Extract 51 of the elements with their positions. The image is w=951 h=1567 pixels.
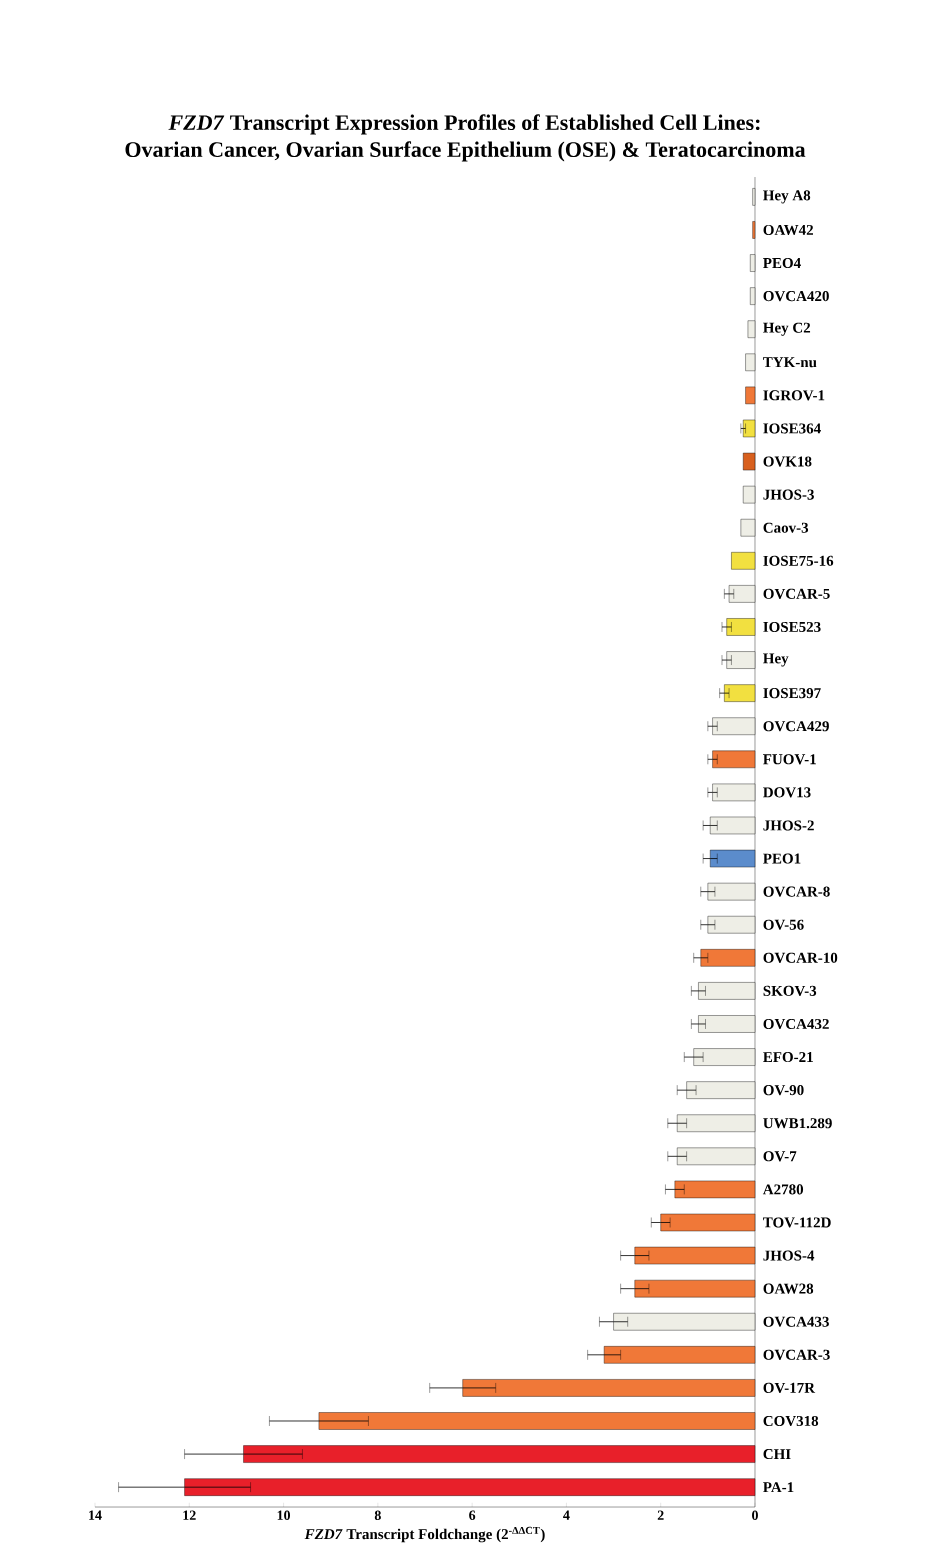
x-tick-label: 8 (374, 1510, 381, 1520)
y-tick-label: OAW28 (763, 1283, 814, 1294)
y-tick-label: CHI (763, 1449, 791, 1460)
y-tick-label: OVK18 (763, 456, 812, 467)
y-tick-label: IOSE523 (763, 621, 821, 633)
x-tick-label: 2 (657, 1510, 664, 1520)
chart-subtitle: Ovarian Cancer, Ovarian Surface Epithelium (OSE) & Teratocarcinoma (125, 141, 806, 162)
y-tick-label: FUOV-1 (763, 754, 816, 765)
y-tick-label: OVCAR-10 (763, 952, 838, 963)
x-tick-label: 4 (563, 1510, 570, 1520)
x-tick-label: 0 (752, 1510, 758, 1520)
y-tick-label: PEO4 (763, 258, 801, 269)
y-tick-label: OVCAR-3 (763, 1349, 830, 1360)
y-tick-label: OVCA429 (763, 721, 829, 732)
y-tick-label: OV-17R (763, 1382, 816, 1393)
y-tick-label: Hey A8 (763, 190, 811, 204)
y-tick-label: IOSE75-16 (763, 555, 834, 566)
y-tick-label: OVCA420 (763, 291, 829, 302)
x-axis-title: FZD7 Transcript Foldchange (2$^{-ΔΔCT}$) (304, 1526, 545, 1543)
x-tick-label: 10 (277, 1510, 291, 1520)
y-tick-label: OVCAR-8 (763, 886, 830, 897)
y-tick-label: IOSE397 (763, 688, 821, 699)
y-tick-label: JHOS-2 (763, 820, 814, 831)
y-tick-label: OVCAR-5 (763, 588, 830, 599)
y-tick-label: IOSE364 (763, 423, 821, 434)
y-tick-label: OV-90 (763, 1085, 804, 1096)
y-tick-label: PA-1 (763, 1482, 794, 1493)
y-tick-label: OAW42 (763, 224, 813, 236)
y-tick-label: COV318 (763, 1415, 819, 1427)
y-tick-label: A2780 (762, 1184, 804, 1195)
y-tick-label: OVCA433 (763, 1316, 829, 1327)
y-tick-label: TOV-112D (763, 1217, 831, 1228)
y-tick-label: UWB1.289 (763, 1118, 832, 1129)
y-tick-label: EFO-21 (763, 1052, 813, 1063)
y-tick-label: Hey C2 (763, 322, 811, 336)
x-tick-label: 14 (89, 1510, 102, 1520)
chart-title: FZD7 Transcript Expression Profiles of Established Cell Lines: (168, 114, 760, 135)
y-tick-label: JHOS-4 (763, 1250, 815, 1261)
y-tick-label: OV-56 (763, 919, 804, 930)
x-tick-label: 12 (183, 1510, 196, 1520)
y-tick-label: JHOS-3 (763, 489, 814, 500)
x-tick-label: 6 (469, 1510, 476, 1520)
y-tick-label: OV-7 (763, 1151, 797, 1162)
y-tick-label: DOV13 (763, 787, 811, 798)
y-tick-label: IGROV-1 (763, 390, 825, 401)
y-tick-label: OVCA432 (763, 1018, 829, 1030)
y-tick-label: Caov-3 (763, 522, 809, 533)
y-tick-label: Hey (763, 653, 789, 667)
y-tick-label: PEO1 (763, 853, 801, 864)
y-tick-label: SKOV-3 (763, 985, 817, 996)
y-tick-label: TYK-nu (763, 357, 817, 368)
